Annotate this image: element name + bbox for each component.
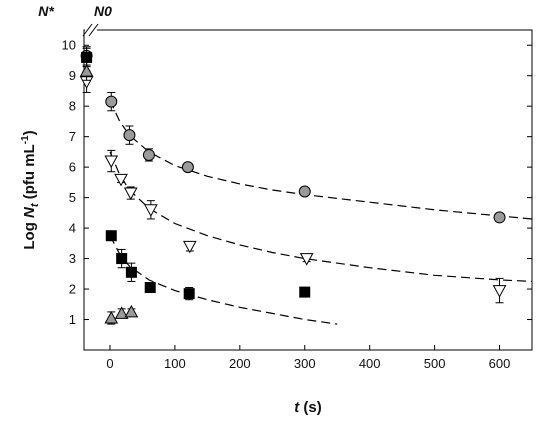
marker-label-nstar: N*: [38, 3, 54, 19]
data-point-triangle-up: [114, 306, 129, 319]
data-point-circle: [493, 211, 506, 224]
y-axis-superscript: -1: [20, 135, 31, 144]
x-tick-label: 0: [106, 356, 113, 371]
y-tick-label: 3: [69, 251, 76, 266]
ticks: 0 100 200 300 400 500 600 1 2 3 4 5 6 7 8 9 10: [62, 38, 532, 371]
data-point-circle: [123, 129, 136, 142]
data-point-triangle-down: [492, 285, 507, 298]
data-point-triangle-down: [123, 187, 138, 201]
y-axis-close: ): [21, 130, 38, 135]
plot-frame: [83, 29, 533, 351]
y-tick-label: 8: [69, 99, 76, 114]
data-point-square: [299, 286, 311, 298]
data-point-triangle-up: [124, 304, 139, 318]
y-tick-label: 4: [69, 221, 76, 236]
fit-curve-3: [109, 235, 338, 325]
data-point-square: [183, 288, 195, 300]
data-point-triangle-up: [79, 64, 94, 77]
y-tick-label: 5: [69, 190, 76, 205]
fit-curves: [109, 99, 533, 325]
y-tick-label: 7: [69, 129, 76, 144]
data-point-square: [81, 51, 93, 63]
x-tick-label: 600: [489, 356, 511, 371]
y-axis-subscript: t: [29, 202, 41, 207]
data-point-square: [105, 230, 117, 242]
y-tick-label: 9: [69, 68, 76, 83]
fit-curve-2: [109, 151, 533, 282]
y-tick-label: 1: [69, 312, 76, 327]
axis-break-mark-right: [88, 23, 99, 37]
data-point-circle: [298, 185, 311, 198]
y-axis-unit: (pfu mL: [21, 144, 38, 203]
x-axis-title: t (s): [294, 399, 322, 416]
x-axis-variable: t: [294, 399, 300, 416]
data-point-square: [144, 282, 156, 294]
y-axis-title: Log Nt (pfu mL-1): [20, 130, 41, 249]
x-tick-label: 500: [424, 356, 446, 371]
data-point-square: [125, 266, 137, 278]
x-tick-label: 300: [294, 356, 316, 371]
y-axis-prefix: Log: [21, 218, 38, 250]
data-point-square: [116, 253, 128, 265]
y-tick-label: 2: [69, 282, 76, 297]
y-axis-variable: N: [21, 206, 38, 218]
x-tick-label: 400: [359, 356, 381, 371]
data-point-triangle-up: [104, 310, 119, 324]
data-point-triangle-down: [114, 173, 128, 187]
data-point-triangle-down: [299, 253, 314, 266]
data-point-circle: [105, 95, 118, 108]
x-tick-label: 100: [164, 356, 186, 371]
data-point-circle: [181, 161, 194, 174]
data-point-triangle-down: [144, 204, 158, 217]
axis-break-mark-left: [82, 23, 93, 37]
marker-label-n0: N0: [94, 3, 112, 19]
x-axis-unit: (s): [299, 399, 322, 416]
y-tick-label: 10: [62, 38, 76, 53]
x-tick-label: 200: [229, 356, 251, 371]
data-marks: [79, 46, 507, 325]
y-tick-label: 6: [69, 160, 76, 175]
axis-break-gap: [85, 24, 97, 36]
data-point-triangle-down: [182, 240, 197, 254]
fit-curve-1: [109, 99, 533, 220]
data-point-circle: [142, 148, 155, 161]
data-point-triangle-down: [104, 155, 119, 169]
